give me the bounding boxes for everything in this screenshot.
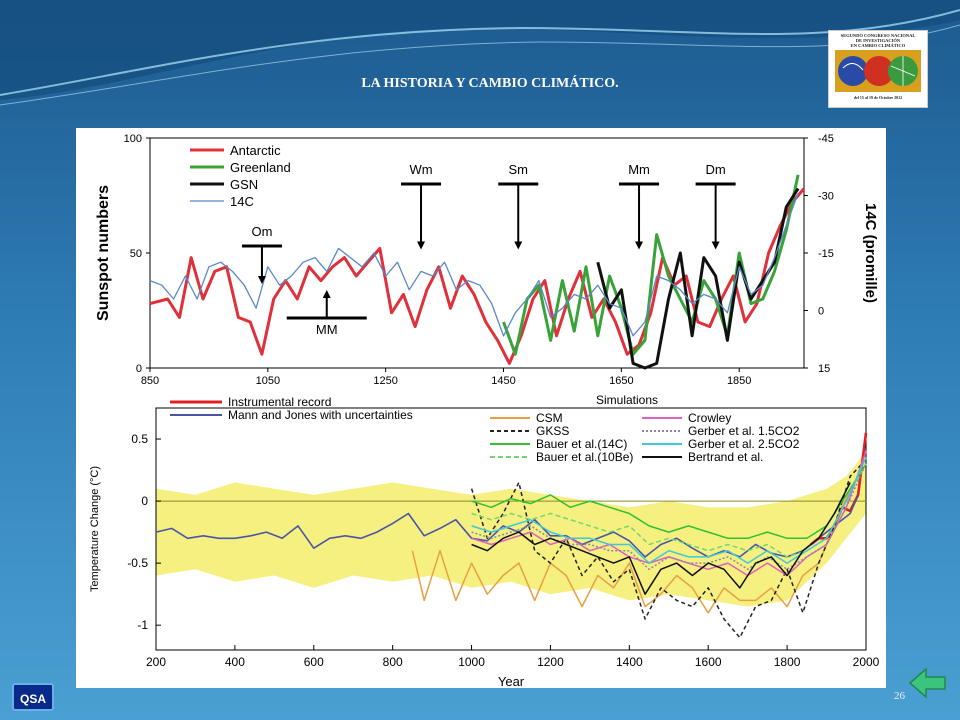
legend-label-0: Antarctic — [230, 143, 281, 158]
x-tick-label-6: 1400 — [616, 655, 643, 669]
series-1-line — [155, 494, 859, 558]
y2-tick-label-4: 15 — [818, 363, 830, 375]
series-3-line — [149, 192, 799, 337]
annotation-label-1: MM — [316, 322, 338, 337]
annotation-label-0: Om — [251, 224, 272, 239]
legend-left-label-1: Mann and Jones with uncertainties — [228, 408, 413, 422]
legend-label-2: GSN — [230, 177, 258, 192]
legend-sim-label-6: Gerber et al. 2.5CO2 — [688, 437, 800, 451]
annotation-label-2: Wm — [409, 162, 432, 177]
logo-text: SEGUNDO CONGRESO NACIONAL DE INVESTIGACI… — [829, 31, 927, 48]
legend-sim-label-1: GKSS — [536, 424, 569, 438]
qsa-badge[interactable]: QSA — [12, 683, 54, 711]
plot-frame — [155, 407, 867, 651]
y2-axis-label: 14C (promille) — [862, 203, 879, 303]
x-tick-label-0: 850 — [141, 375, 159, 387]
legend-sim-label-2: Bauer et al.(14C) — [536, 437, 627, 451]
x-tick-label-0: 200 — [146, 655, 166, 669]
y-axis-label: Sunspot numbers — [95, 185, 112, 321]
x-tick-label-4: 1650 — [609, 375, 633, 387]
legend-sim-label-7: Bertrand et al. — [688, 450, 763, 464]
y2-tick-label-3: 0 — [818, 306, 824, 318]
legend-sim-label-5: Gerber et al. 1.5CO2 — [688, 424, 800, 438]
y-tick-label-2: 0 — [141, 494, 148, 508]
series-4-line — [471, 463, 867, 540]
x-axis-label: Year — [498, 674, 525, 688]
sunspot-chart: 0 50 100 -45 -30 -15 0 15 850 1050 1250 1450 1650 185… — [95, 133, 879, 387]
page-number: 26 — [894, 690, 905, 702]
y2-tick-label-1: -30 — [818, 191, 834, 203]
y-tick-label-3: 0.5 — [131, 432, 148, 446]
series-7-line — [471, 463, 867, 571]
annotation-label-5: Dm — [706, 162, 726, 177]
annotation-arrowhead-5 — [711, 241, 720, 250]
x-tick-label-8: 1800 — [774, 655, 801, 669]
annotation-label-3: Sm — [508, 162, 528, 177]
x-tick-label-4: 1000 — [458, 655, 485, 669]
legend-left-label-0: Instrumental record — [228, 395, 331, 409]
logo-globes-icon — [835, 50, 921, 92]
x-tick-label-2: 1250 — [373, 375, 397, 387]
legend-sim-label-3: Bauer et al.(10Be) — [536, 450, 633, 464]
y-tick-label-0: -1 — [137, 618, 148, 632]
annotation-label-4: Mm — [628, 162, 650, 177]
series-2-line — [596, 187, 800, 370]
logo-line-2: DE INVESTIGACIÓN — [855, 38, 901, 43]
y2-tick-label-0: -45 — [818, 133, 834, 145]
series-9-line — [471, 482, 851, 595]
back-arrow-icon[interactable] — [908, 666, 948, 700]
legend-label-1: Greenland — [230, 160, 291, 175]
x-tick-label-3: 800 — [383, 655, 403, 669]
series-5-line — [471, 463, 867, 558]
figure-panel: 0 50 100 -45 -30 -15 0 15 850 1050 1250 1450 1650 185… — [76, 128, 886, 688]
x-tick-label-1: 400 — [225, 655, 245, 669]
temperature-chart: -1 -0.5 0 0.5 200 400 600 800 1000 1200 1400 1600 18… — [89, 393, 880, 688]
legend-heading: Simulations — [596, 393, 658, 407]
x-tick-label-2: 600 — [304, 655, 324, 669]
y-tick-label-1: 50 — [130, 248, 142, 260]
y-axis-label: Temperature Change (°C) — [89, 466, 101, 592]
y-tick-label-1: -0.5 — [127, 556, 148, 570]
legend-sim-label-4: Crowley — [688, 411, 731, 425]
legend-label-3: 14C — [230, 194, 254, 209]
y-tick-label-0: 0 — [136, 363, 142, 375]
annotation-arrowhead-2 — [417, 241, 426, 250]
x-tick-label-1: 1050 — [256, 375, 280, 387]
x-tick-label-5: 1850 — [727, 375, 751, 387]
logo-line-1: SEGUNDO CONGRESO NACIONAL — [840, 33, 916, 38]
x-tick-label-9: 2000 — [853, 655, 880, 669]
legend-sim-label-0: CSM — [536, 411, 563, 425]
annotation-arrowhead-3 — [514, 241, 523, 250]
series-3-line — [470, 463, 863, 639]
y2-tick-label-2: -15 — [818, 248, 834, 260]
logo-line-3: EN CAMBIO CLIMÁTICO — [850, 43, 906, 48]
annotation-arrowhead-0 — [257, 276, 266, 284]
x-tick-label-3: 1450 — [491, 375, 515, 387]
annotation-arrowhead-4 — [635, 241, 644, 250]
x-tick-label-7: 1600 — [695, 655, 722, 669]
series-2-line — [411, 488, 851, 614]
congress-logo: SEGUNDO CONGRESO NACIONAL DE INVESTIGACI… — [828, 30, 928, 108]
wave-decoration — [0, 0, 960, 106]
slide-title: LA HISTORIA Y CAMBIO CLIMÁTICO. — [361, 76, 619, 91]
plot-frame — [149, 137, 805, 369]
annotation-arrowhead-1 — [322, 290, 331, 298]
x-tick-label-5: 1200 — [537, 655, 564, 669]
logo-date: del 15 al 19 de Octubre 2012 — [853, 95, 903, 100]
y-tick-label-2: 100 — [124, 133, 142, 145]
